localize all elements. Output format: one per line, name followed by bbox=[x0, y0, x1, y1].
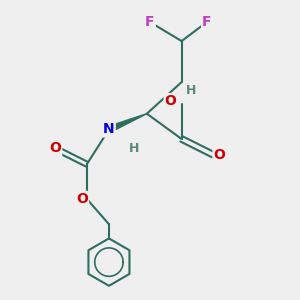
Polygon shape bbox=[108, 114, 147, 132]
Text: O: O bbox=[76, 192, 88, 206]
Text: O: O bbox=[49, 141, 61, 155]
Text: O: O bbox=[165, 94, 176, 108]
Text: H: H bbox=[186, 83, 196, 97]
Text: N: N bbox=[103, 122, 115, 136]
Text: F: F bbox=[202, 15, 212, 29]
Text: O: O bbox=[214, 148, 225, 162]
Text: F: F bbox=[145, 15, 155, 29]
Text: H: H bbox=[129, 142, 140, 155]
